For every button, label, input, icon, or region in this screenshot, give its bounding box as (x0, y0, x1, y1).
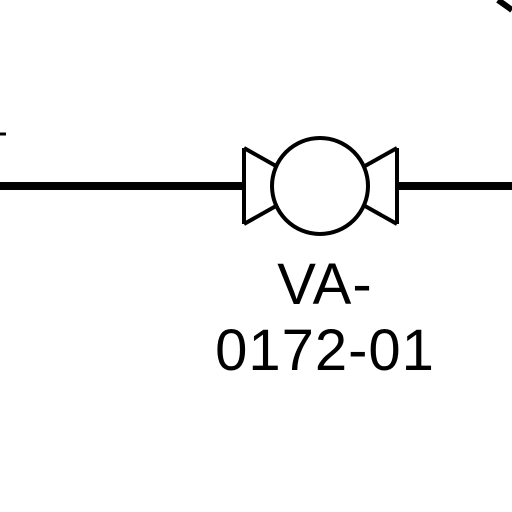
valve-tag-line-1: VA- (277, 252, 373, 317)
valve-right-wedge (364, 146, 398, 226)
valve-tag-label: VA- 0172-01 (160, 252, 490, 384)
valve-left-wedge (243, 146, 277, 226)
valve-body-circle (270, 136, 370, 236)
valve-tag-line-2: 0172-01 (215, 318, 435, 383)
corner-line-fragment (496, 0, 512, 13)
valve-symbol-icon[interactable] (242, 136, 399, 236)
